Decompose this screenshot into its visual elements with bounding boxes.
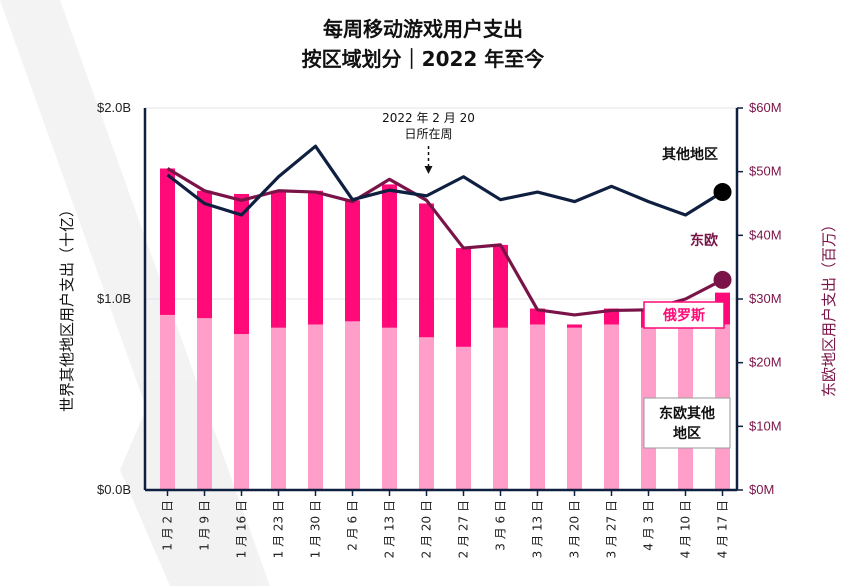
bar-other-eastern-europe: [604, 324, 619, 490]
y-right-tick-label: $30M: [749, 291, 782, 306]
series-label-other-regions: 其他地区: [662, 146, 718, 163]
y-right-tick-label: $0M: [749, 482, 774, 497]
axes: $0.0B $1.0B $2.0B $0M $10M $20M $30M $40M $50M $6…: [97, 100, 782, 558]
y-right-tick-label: $50M: [749, 164, 782, 179]
labels: 世界其他地区用户支出（十亿） 东欧地区用户支出（百万） 2022 年 2 月 20 日…: [58, 111, 838, 449]
bar-other-eastern-europe: [456, 346, 471, 490]
y-left-tick-label: $2.0B: [97, 100, 131, 115]
title-line-2: 按区域划分｜2022 年至今: [302, 47, 546, 71]
bar-other-eastern-europe: [197, 318, 212, 490]
y-left-tick-label: $0.0B: [97, 482, 131, 497]
line-other-regions: [166, 144, 724, 217]
x-tick-label: 3 月 13 日: [531, 500, 545, 558]
x-tick-label: 2 月 13 日: [383, 500, 397, 558]
series-label-russia: 俄罗斯: [662, 307, 705, 324]
bar-other-eastern-europe: [345, 321, 360, 490]
x-tick-label: 4 月 17 日: [716, 500, 730, 558]
annotation-line-2: 日所在周: [404, 127, 452, 141]
x-tick-label: 1 月 9 日: [198, 500, 212, 551]
x-tick-label: 3 月 20 日: [568, 500, 582, 558]
bar-other-eastern-europe: [382, 327, 397, 490]
bar-other-eastern-europe: [493, 327, 508, 490]
x-tick-label: 2 月 20 日: [420, 500, 434, 558]
y-left-axis-title: 世界其他地区用户支出（十亿）: [58, 202, 76, 412]
bar-other-eastern-europe: [567, 327, 582, 490]
chart-title: 每周移动游戏用户支出 按区域划分｜2022 年至今: [302, 17, 546, 71]
background-watermark: [0, 0, 270, 586]
x-tick-label: 1 月 30 日: [309, 500, 323, 558]
bar-other-eastern-europe: [419, 337, 434, 490]
bar-other-eastern-europe: [308, 324, 323, 490]
series-label-eastern-europe: 东欧: [690, 232, 718, 249]
x-tick-label: 4 月 3 日: [642, 500, 656, 551]
y-right-tick-label: $40M: [749, 227, 782, 242]
y-right-tick-label: $60M: [749, 100, 782, 115]
x-tick-label: 2 月 27 日: [457, 500, 471, 558]
series-label-other-eastern-europe-1: 东欧其他: [659, 405, 715, 422]
annotation-line-1: 2022 年 2 月 20: [382, 111, 475, 125]
y-right-axis-title: 东欧地区用户支出（百万）: [820, 217, 838, 397]
series-label-other-eastern-europe-2: 地区: [673, 425, 701, 442]
bars: [160, 168, 730, 491]
y-right-tick-label: $20M: [749, 355, 782, 370]
title-line-1: 每周移动游戏用户支出: [323, 17, 523, 41]
end-marker-other-regions: [713, 183, 732, 202]
annotation-arrow-head: [424, 166, 433, 174]
russia-label-box: [643, 301, 725, 329]
x-tick-label: 1 月 2 日: [161, 500, 175, 551]
x-tick-label: 2 月 6 日: [346, 500, 360, 551]
bar-other-eastern-europe: [530, 324, 545, 490]
other-ee-label-box: [643, 397, 731, 449]
end-marker-eastern-europe: [713, 270, 732, 289]
x-tick-label: 3 月 27 日: [605, 500, 619, 558]
x-tick-label: 4 月 10 日: [679, 500, 693, 558]
bar-other-eastern-europe: [160, 314, 175, 490]
x-tick-label: 1 月 16 日: [235, 500, 249, 558]
lines: [166, 144, 732, 317]
y-right-tick-label: $10M: [749, 418, 782, 433]
line-eastern-europe: [166, 167, 724, 317]
bar-other-eastern-europe: [234, 334, 249, 490]
x-tick-label: 1 月 23 日: [272, 500, 286, 558]
y-left-tick-label: $1.0B: [97, 291, 131, 306]
bar-other-eastern-europe: [271, 327, 286, 490]
x-tick-label: 3 月 6 日: [494, 500, 508, 551]
